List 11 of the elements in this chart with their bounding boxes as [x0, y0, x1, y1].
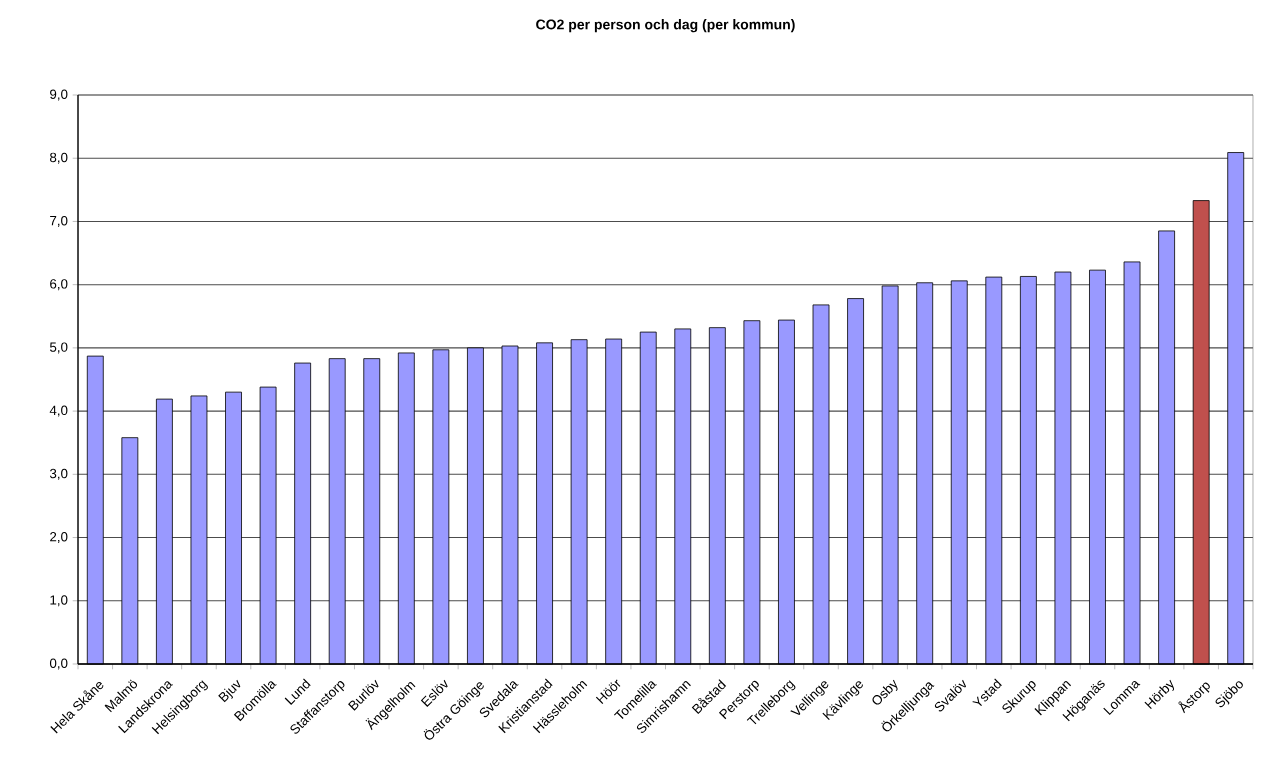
- y-tick-label: 3,0: [49, 468, 68, 480]
- y-tick-label: 5,0: [49, 342, 68, 354]
- y-tick-label: 4,0: [49, 405, 68, 417]
- y-tick-label: 7,0: [50, 215, 68, 227]
- chart-title: CO2 per person och dag (per kommun): [536, 19, 795, 33]
- y-tick-label: 2,0: [50, 532, 68, 544]
- y-tick-label: 6,0: [50, 279, 68, 291]
- y-tick-label: 0,0: [49, 658, 68, 670]
- y-tick-label: 1,0: [50, 595, 68, 607]
- y-tick-label: 9,0: [50, 89, 68, 101]
- y-tick-label: 8,0: [50, 152, 68, 164]
